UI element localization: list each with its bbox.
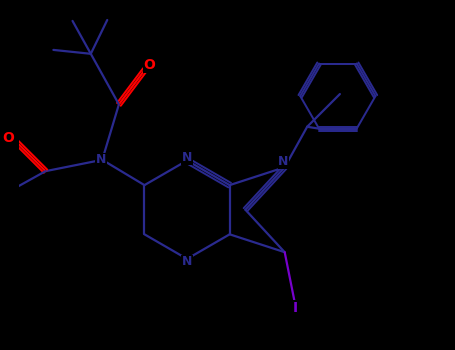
- Text: N: N: [96, 153, 106, 166]
- Text: O: O: [144, 58, 156, 72]
- Text: N: N: [182, 255, 192, 268]
- Text: N: N: [278, 155, 289, 168]
- Text: N: N: [182, 151, 192, 164]
- Text: O: O: [2, 131, 14, 145]
- Text: I: I: [293, 301, 298, 315]
